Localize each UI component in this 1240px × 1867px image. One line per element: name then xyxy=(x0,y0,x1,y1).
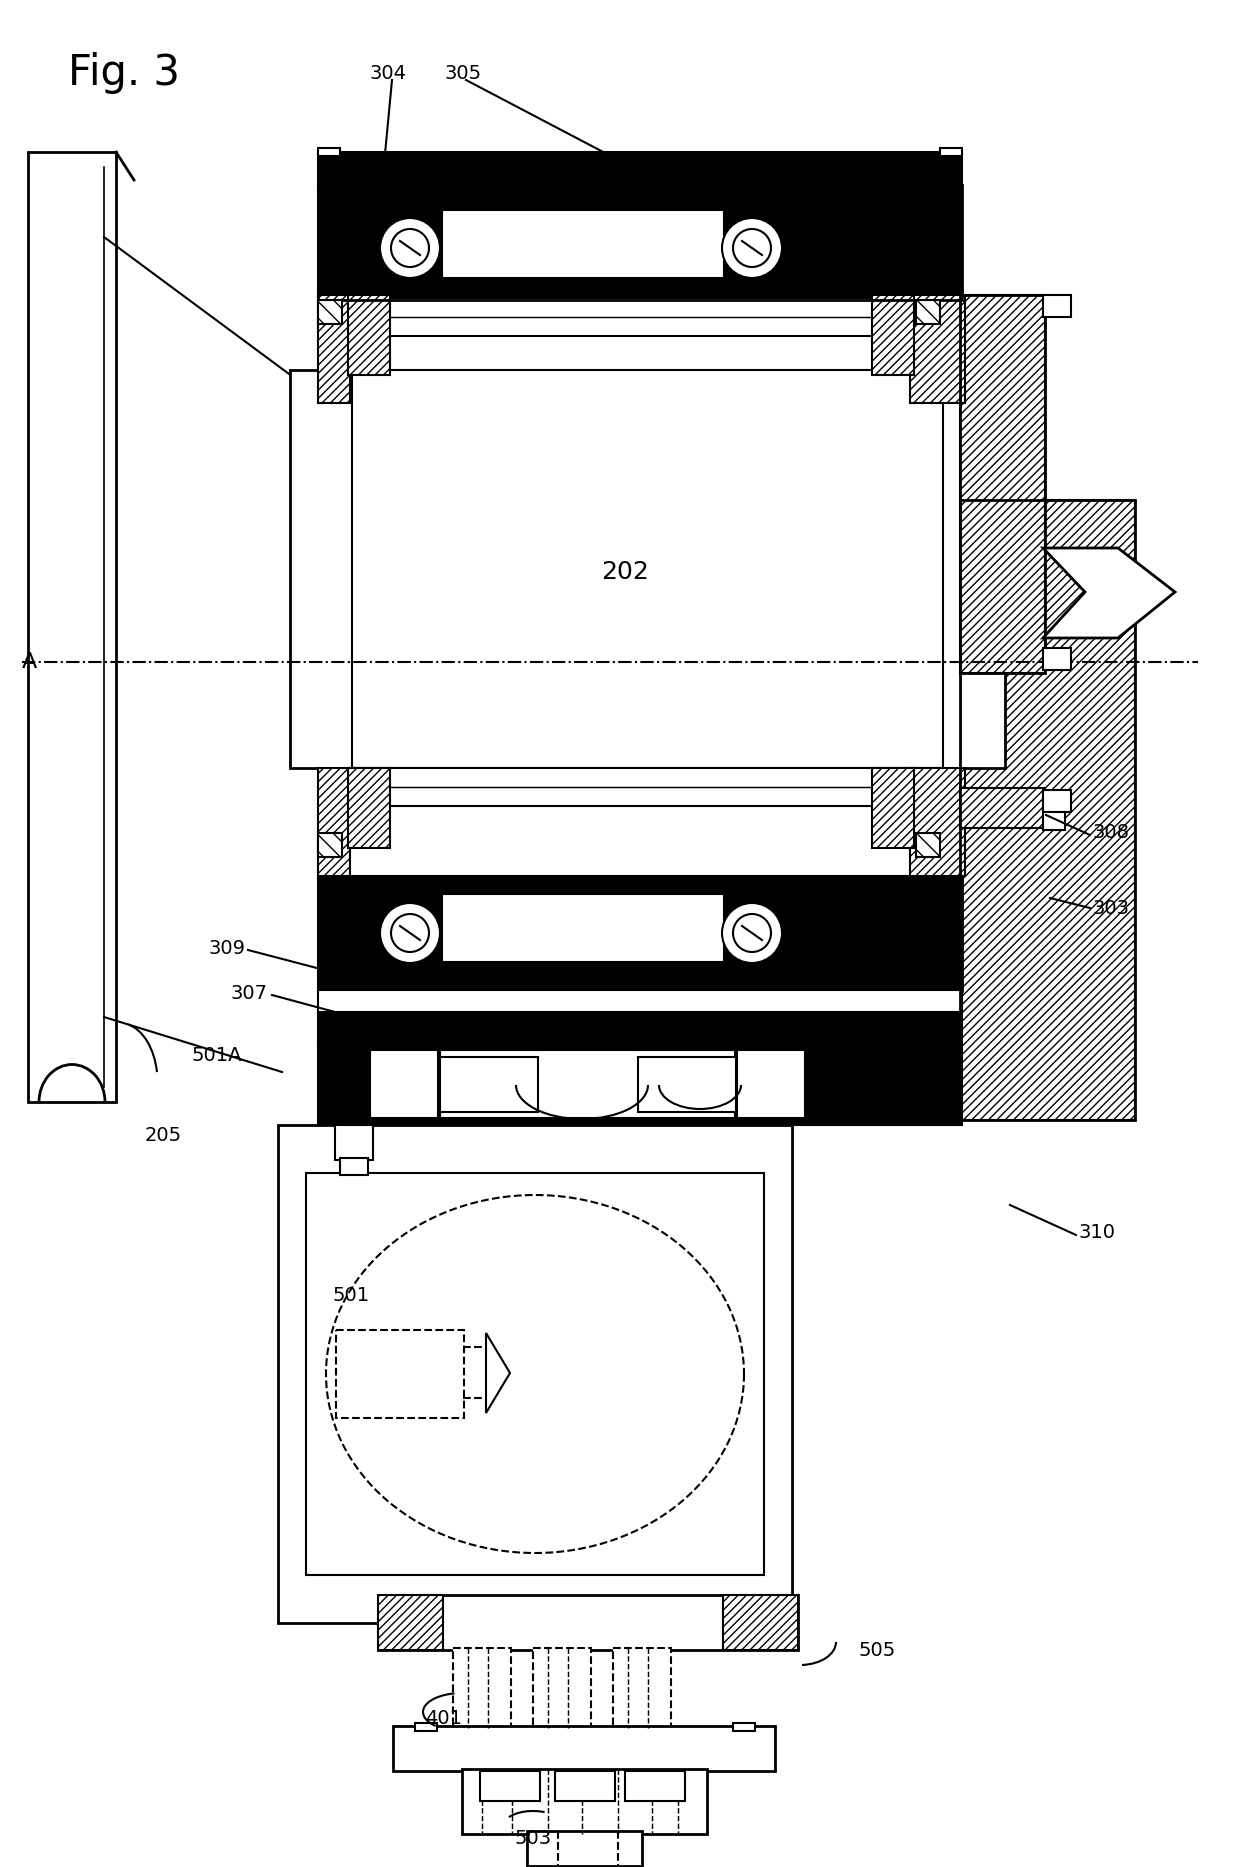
Text: 304: 304 xyxy=(370,63,407,82)
Bar xyxy=(916,301,940,325)
Text: 205: 205 xyxy=(145,1126,182,1144)
Circle shape xyxy=(722,904,782,963)
Bar xyxy=(415,1723,436,1731)
Bar xyxy=(378,1594,443,1650)
Bar xyxy=(441,209,724,278)
Text: 303: 303 xyxy=(1092,898,1130,917)
Bar xyxy=(317,833,342,857)
Circle shape xyxy=(379,218,440,278)
Bar xyxy=(960,295,1045,672)
Bar xyxy=(317,147,340,157)
Bar xyxy=(378,1594,799,1650)
Bar xyxy=(872,295,914,375)
Bar xyxy=(348,767,391,848)
Bar xyxy=(317,301,342,325)
Bar xyxy=(733,1723,755,1731)
Text: 305: 305 xyxy=(444,63,481,82)
Bar xyxy=(441,894,724,962)
Bar xyxy=(306,1172,764,1576)
Bar xyxy=(335,1126,373,1159)
Text: 310: 310 xyxy=(1078,1223,1115,1242)
Bar xyxy=(872,767,914,848)
Bar xyxy=(960,500,1135,1120)
Text: A: A xyxy=(22,652,37,672)
Bar xyxy=(352,370,942,767)
Bar xyxy=(348,767,916,807)
Bar xyxy=(317,295,350,403)
Text: 308: 308 xyxy=(1092,823,1130,842)
Text: 401: 401 xyxy=(425,1708,463,1727)
Text: Fig. 3: Fig. 3 xyxy=(68,52,180,93)
Bar xyxy=(480,1772,539,1802)
Circle shape xyxy=(733,915,771,952)
Circle shape xyxy=(733,230,771,267)
Bar xyxy=(317,185,962,301)
Bar xyxy=(723,1594,799,1650)
Circle shape xyxy=(391,915,429,952)
Bar xyxy=(737,1049,805,1118)
Bar xyxy=(348,295,391,375)
Bar xyxy=(317,767,350,876)
Circle shape xyxy=(722,218,782,278)
Text: 505: 505 xyxy=(858,1641,895,1660)
Bar xyxy=(317,1010,962,1046)
Text: 202: 202 xyxy=(601,560,649,584)
Bar xyxy=(1043,812,1065,831)
Bar xyxy=(916,833,940,857)
Bar xyxy=(940,147,962,157)
Bar xyxy=(290,370,1004,767)
Circle shape xyxy=(391,230,429,267)
Bar xyxy=(556,1772,615,1802)
Text: 503: 503 xyxy=(515,1828,552,1848)
Bar xyxy=(960,788,1045,827)
Bar xyxy=(613,1649,671,1729)
Bar xyxy=(336,1329,464,1419)
Bar xyxy=(527,1832,642,1865)
Bar xyxy=(960,500,1135,1120)
Text: 309: 309 xyxy=(208,939,246,958)
Bar xyxy=(1043,295,1071,317)
Bar xyxy=(440,1049,735,1118)
Bar xyxy=(639,1057,737,1113)
Bar xyxy=(960,295,1045,672)
Bar xyxy=(910,767,965,876)
Bar xyxy=(317,185,962,301)
Text: 501A: 501A xyxy=(191,1046,242,1064)
Bar xyxy=(317,990,962,1012)
Bar xyxy=(463,1770,707,1833)
Bar xyxy=(393,1725,775,1772)
Bar xyxy=(340,1158,368,1174)
Bar xyxy=(453,1649,511,1729)
Bar xyxy=(440,1057,538,1113)
Bar xyxy=(1043,648,1071,670)
Circle shape xyxy=(379,904,440,963)
Bar xyxy=(348,299,916,336)
Text: 501: 501 xyxy=(334,1286,370,1305)
Bar xyxy=(278,1126,792,1622)
Bar xyxy=(533,1649,591,1729)
Bar xyxy=(1043,790,1071,812)
Polygon shape xyxy=(1043,549,1176,639)
Bar xyxy=(317,876,962,991)
Bar xyxy=(317,151,962,187)
Bar xyxy=(29,151,117,1102)
Polygon shape xyxy=(486,1333,510,1413)
Bar xyxy=(625,1772,684,1802)
Text: 307: 307 xyxy=(231,984,268,1003)
Bar xyxy=(317,876,962,991)
Bar xyxy=(317,1044,962,1126)
Bar xyxy=(910,295,965,403)
Bar xyxy=(370,1049,438,1118)
